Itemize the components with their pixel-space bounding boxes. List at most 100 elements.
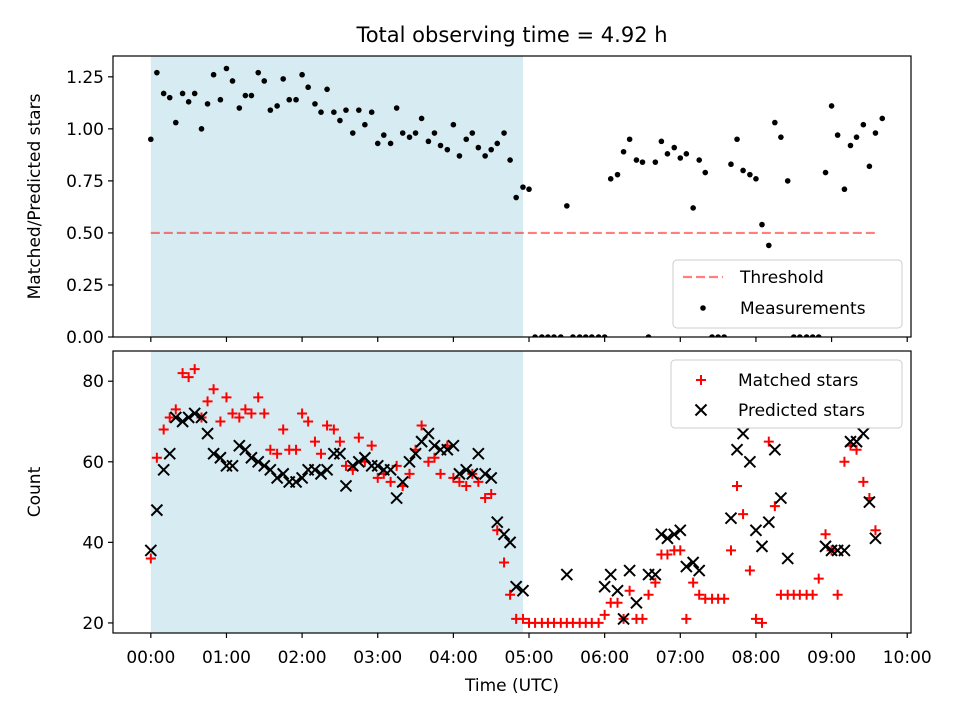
measurement-point	[834, 132, 841, 138]
predicted-star-point	[390, 491, 403, 505]
measurement-point	[204, 101, 211, 107]
matched-star-point	[756, 617, 767, 628]
measurement-point	[482, 153, 488, 159]
measurement-point	[475, 144, 482, 151]
measurement-point	[229, 78, 236, 84]
shaded-observing-region	[150, 351, 523, 633]
predicted-star-point	[258, 459, 271, 473]
measurement-point	[337, 117, 343, 124]
y-tick-label: 0.50	[66, 224, 104, 244]
matched-star-point	[183, 372, 194, 383]
count-panel: 20 40 60 80 00:00 01:00 02:00 03:00 04:00 05:00 06…	[25, 350, 932, 696]
predicted-star-point	[516, 584, 530, 597]
predicted-star-point	[214, 451, 227, 464]
predicted-star-point	[409, 447, 422, 460]
matched-star-point	[499, 557, 510, 568]
measurement-point	[166, 94, 173, 101]
measurement-point	[463, 136, 470, 143]
matched-star-point	[643, 589, 654, 600]
matched-star-point	[416, 420, 427, 431]
matched-star-point	[145, 553, 156, 564]
predicted-star-point	[661, 532, 674, 545]
measurement-point	[539, 334, 545, 337]
matched-star-point	[423, 456, 434, 467]
predicted-star-point	[693, 564, 706, 577]
measurement-point	[671, 144, 678, 151]
matched-star-point	[624, 585, 635, 596]
matched-star-point	[385, 476, 396, 487]
matched-star-point	[744, 565, 755, 576]
measurement-point	[747, 171, 753, 178]
measurement-point	[753, 176, 759, 182]
predicted-star-point	[276, 467, 290, 481]
measurement-point	[620, 148, 627, 155]
measurement-point	[841, 186, 848, 193]
matched-star-point	[637, 613, 648, 624]
measurement-point	[853, 134, 860, 140]
predicted-star-point	[484, 471, 498, 485]
matched-star-point	[202, 396, 213, 407]
matched-star-point	[435, 468, 446, 479]
predicted-star-point	[762, 516, 776, 529]
measurement-point	[658, 138, 665, 145]
measurement-point	[582, 334, 589, 337]
predicted-star-point	[371, 459, 384, 473]
measurement-point	[179, 90, 186, 97]
measurement-point	[633, 157, 640, 163]
measurement-point	[772, 119, 778, 126]
y-axis-label: Count	[25, 466, 45, 517]
matched-star-point	[839, 456, 850, 467]
predicted-star-point	[188, 407, 201, 420]
matched-star-point	[858, 476, 869, 487]
measurement-point	[160, 90, 167, 97]
matched-star-point	[593, 617, 604, 628]
matched-star-point	[253, 392, 264, 403]
measurement-point	[734, 136, 740, 143]
plot-marks	[144, 364, 882, 628]
measurement-point	[664, 151, 671, 157]
matched-star-point	[297, 408, 308, 419]
measurement-point	[293, 96, 299, 103]
predicted-star-point	[308, 463, 322, 477]
measurement-point	[847, 142, 854, 149]
matched-star-point	[334, 436, 345, 447]
measurement-point	[639, 159, 646, 165]
matched-star-point	[303, 416, 314, 427]
measurement-point	[191, 90, 198, 97]
matched-star-point	[725, 545, 736, 556]
measurement-point	[299, 71, 305, 78]
measurement-point	[349, 130, 356, 136]
measurement-point	[343, 107, 349, 113]
y-tick-label: 1.00	[66, 120, 104, 140]
measurement-point	[872, 130, 879, 136]
predicted-star-point	[649, 568, 662, 581]
measurement-point	[198, 126, 205, 132]
predicted-star-point	[150, 503, 164, 517]
predicted-star-point	[176, 415, 189, 428]
matched-star-point	[309, 436, 320, 447]
predicted-star-point	[384, 463, 397, 477]
measurement-point	[324, 86, 330, 93]
measurement-point	[721, 334, 727, 337]
matched-star-point	[870, 525, 881, 536]
measurement-point	[393, 105, 400, 111]
measurement-point	[709, 334, 715, 337]
predicted-star-point	[743, 455, 757, 468]
matched-star-point	[832, 589, 843, 600]
matched-star-point	[278, 424, 289, 435]
measurement-point	[570, 334, 576, 337]
measurement-point	[387, 140, 394, 147]
matched-star-point	[164, 412, 175, 423]
measurement-point	[690, 205, 696, 211]
matched-star-point	[353, 432, 364, 443]
measurement-point	[154, 69, 160, 76]
predicted-star-point	[491, 516, 504, 529]
matched-star-point	[221, 392, 232, 403]
matched-star-point	[719, 593, 730, 604]
matched-star-point	[234, 412, 245, 423]
matched-star-point	[240, 404, 251, 415]
measurement-point	[261, 78, 268, 84]
predicted-star-point	[403, 455, 416, 468]
measurement-point	[412, 130, 419, 136]
measurement-point	[520, 184, 526, 190]
